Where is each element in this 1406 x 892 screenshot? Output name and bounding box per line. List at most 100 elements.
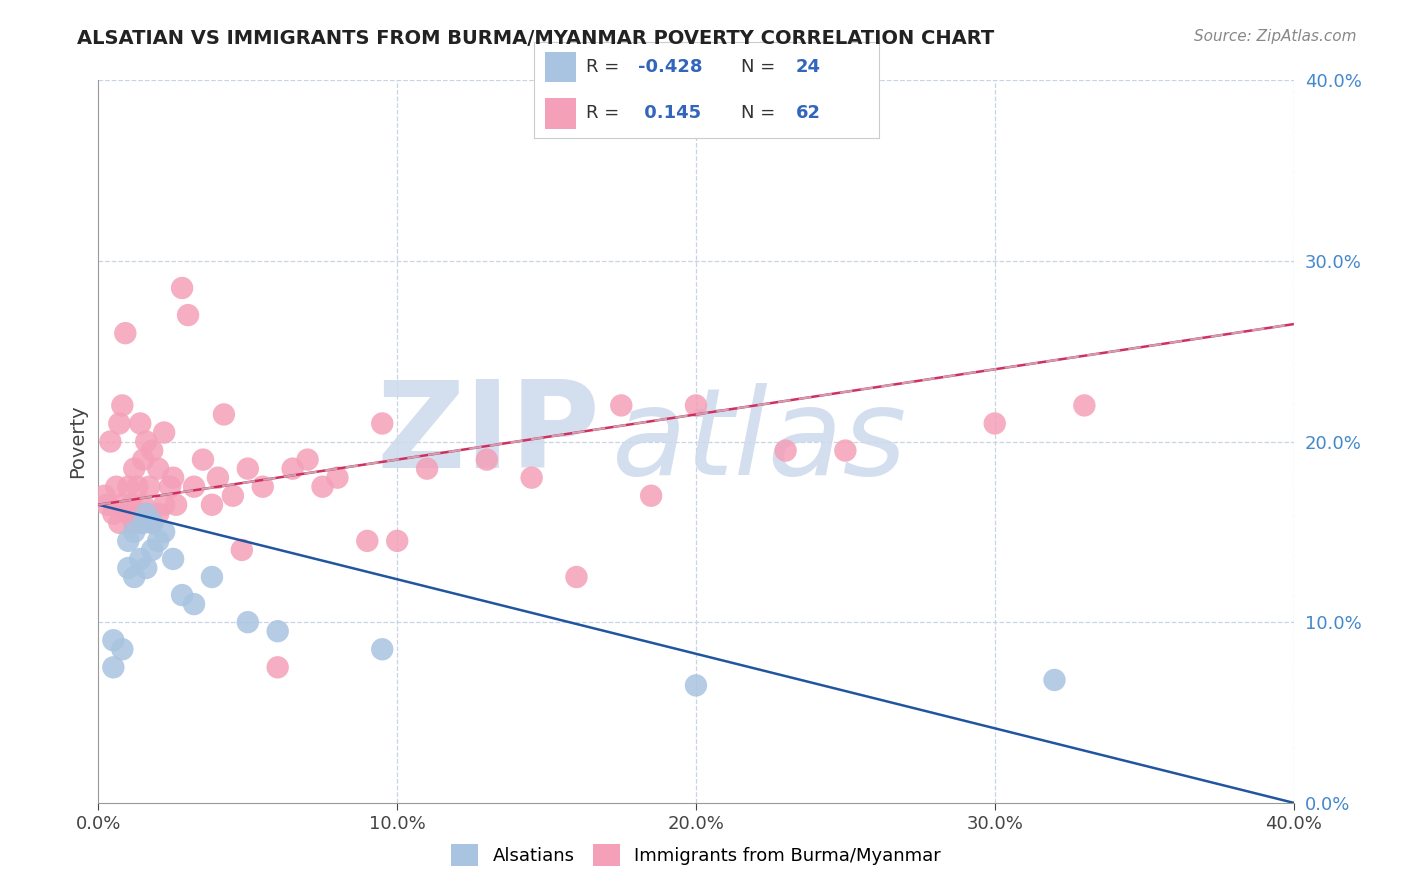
Point	[103, 507, 125, 521]
Point	[148, 533, 170, 548]
Point	[111, 398, 134, 412]
Point	[159, 480, 181, 494]
Point	[124, 524, 146, 539]
Point	[153, 498, 176, 512]
Point	[108, 417, 131, 431]
Point	[111, 642, 134, 657]
Y-axis label: Poverty: Poverty	[69, 405, 87, 478]
Point	[191, 452, 214, 467]
Point	[984, 417, 1007, 431]
Point	[267, 624, 290, 639]
Point	[565, 570, 588, 584]
Point	[105, 480, 128, 494]
Point	[297, 452, 319, 467]
Legend: Alsatians, Immigrants from Burma/Myanmar: Alsatians, Immigrants from Burma/Myanmar	[444, 837, 948, 873]
Point	[640, 489, 662, 503]
Text: Source: ZipAtlas.com: Source: ZipAtlas.com	[1194, 29, 1357, 44]
Point	[165, 498, 187, 512]
Point	[141, 542, 163, 557]
Point	[135, 434, 157, 449]
Point	[114, 326, 136, 340]
Text: 62: 62	[796, 104, 821, 122]
Point	[177, 308, 200, 322]
Point	[117, 507, 139, 521]
Point	[326, 471, 349, 485]
Point	[520, 471, 543, 485]
Text: ZIP: ZIP	[377, 376, 600, 492]
Point	[132, 498, 155, 512]
Text: ALSATIAN VS IMMIGRANTS FROM BURMA/MYANMAR POVERTY CORRELATION CHART: ALSATIAN VS IMMIGRANTS FROM BURMA/MYANMA…	[77, 29, 994, 47]
Point	[685, 398, 707, 412]
Point	[475, 452, 498, 467]
Point	[138, 480, 160, 494]
Point	[231, 542, 253, 557]
Point	[148, 507, 170, 521]
Text: atlas: atlas	[613, 383, 908, 500]
Point	[1073, 398, 1095, 412]
Point	[153, 524, 176, 539]
Point	[117, 533, 139, 548]
Point	[1043, 673, 1066, 687]
Text: -0.428: -0.428	[638, 58, 702, 76]
Point	[148, 461, 170, 475]
Point	[775, 443, 797, 458]
Point	[103, 633, 125, 648]
Point	[416, 461, 439, 475]
Point	[236, 615, 259, 630]
Point	[111, 498, 134, 512]
Point	[93, 489, 115, 503]
Point	[834, 443, 856, 458]
Point	[127, 480, 149, 494]
Point	[129, 552, 152, 566]
Point	[124, 570, 146, 584]
Point	[141, 516, 163, 530]
Point	[117, 480, 139, 494]
Point	[207, 471, 229, 485]
Point	[267, 660, 290, 674]
Point	[252, 480, 274, 494]
Point	[132, 516, 155, 530]
Point	[311, 480, 333, 494]
Point	[212, 408, 235, 422]
Point	[141, 443, 163, 458]
Point	[162, 471, 184, 485]
Point	[96, 498, 118, 512]
Point	[108, 516, 131, 530]
Point	[153, 425, 176, 440]
Point	[117, 561, 139, 575]
Point	[103, 660, 125, 674]
Point	[201, 570, 224, 584]
Point	[356, 533, 378, 548]
Point	[135, 507, 157, 521]
FancyBboxPatch shape	[544, 98, 575, 128]
Text: 0.145: 0.145	[638, 104, 700, 122]
Point	[124, 461, 146, 475]
Point	[685, 678, 707, 692]
Text: N =: N =	[741, 104, 780, 122]
Text: N =: N =	[741, 58, 780, 76]
Point	[172, 281, 194, 295]
Point	[124, 516, 146, 530]
Point	[371, 417, 394, 431]
Point	[141, 516, 163, 530]
Point	[371, 642, 394, 657]
Point	[98, 434, 122, 449]
Text: R =: R =	[586, 104, 624, 122]
Point	[281, 461, 304, 475]
Point	[610, 398, 633, 412]
Point	[132, 452, 155, 467]
FancyBboxPatch shape	[544, 52, 575, 82]
Point	[162, 552, 184, 566]
Point	[135, 561, 157, 575]
Point	[183, 480, 205, 494]
Point	[172, 588, 194, 602]
Text: 24: 24	[796, 58, 821, 76]
Point	[120, 498, 142, 512]
Text: R =: R =	[586, 58, 624, 76]
Point	[129, 516, 152, 530]
Point	[236, 461, 259, 475]
Point	[385, 533, 409, 548]
Point	[135, 507, 157, 521]
Point	[129, 417, 152, 431]
Point	[222, 489, 245, 503]
